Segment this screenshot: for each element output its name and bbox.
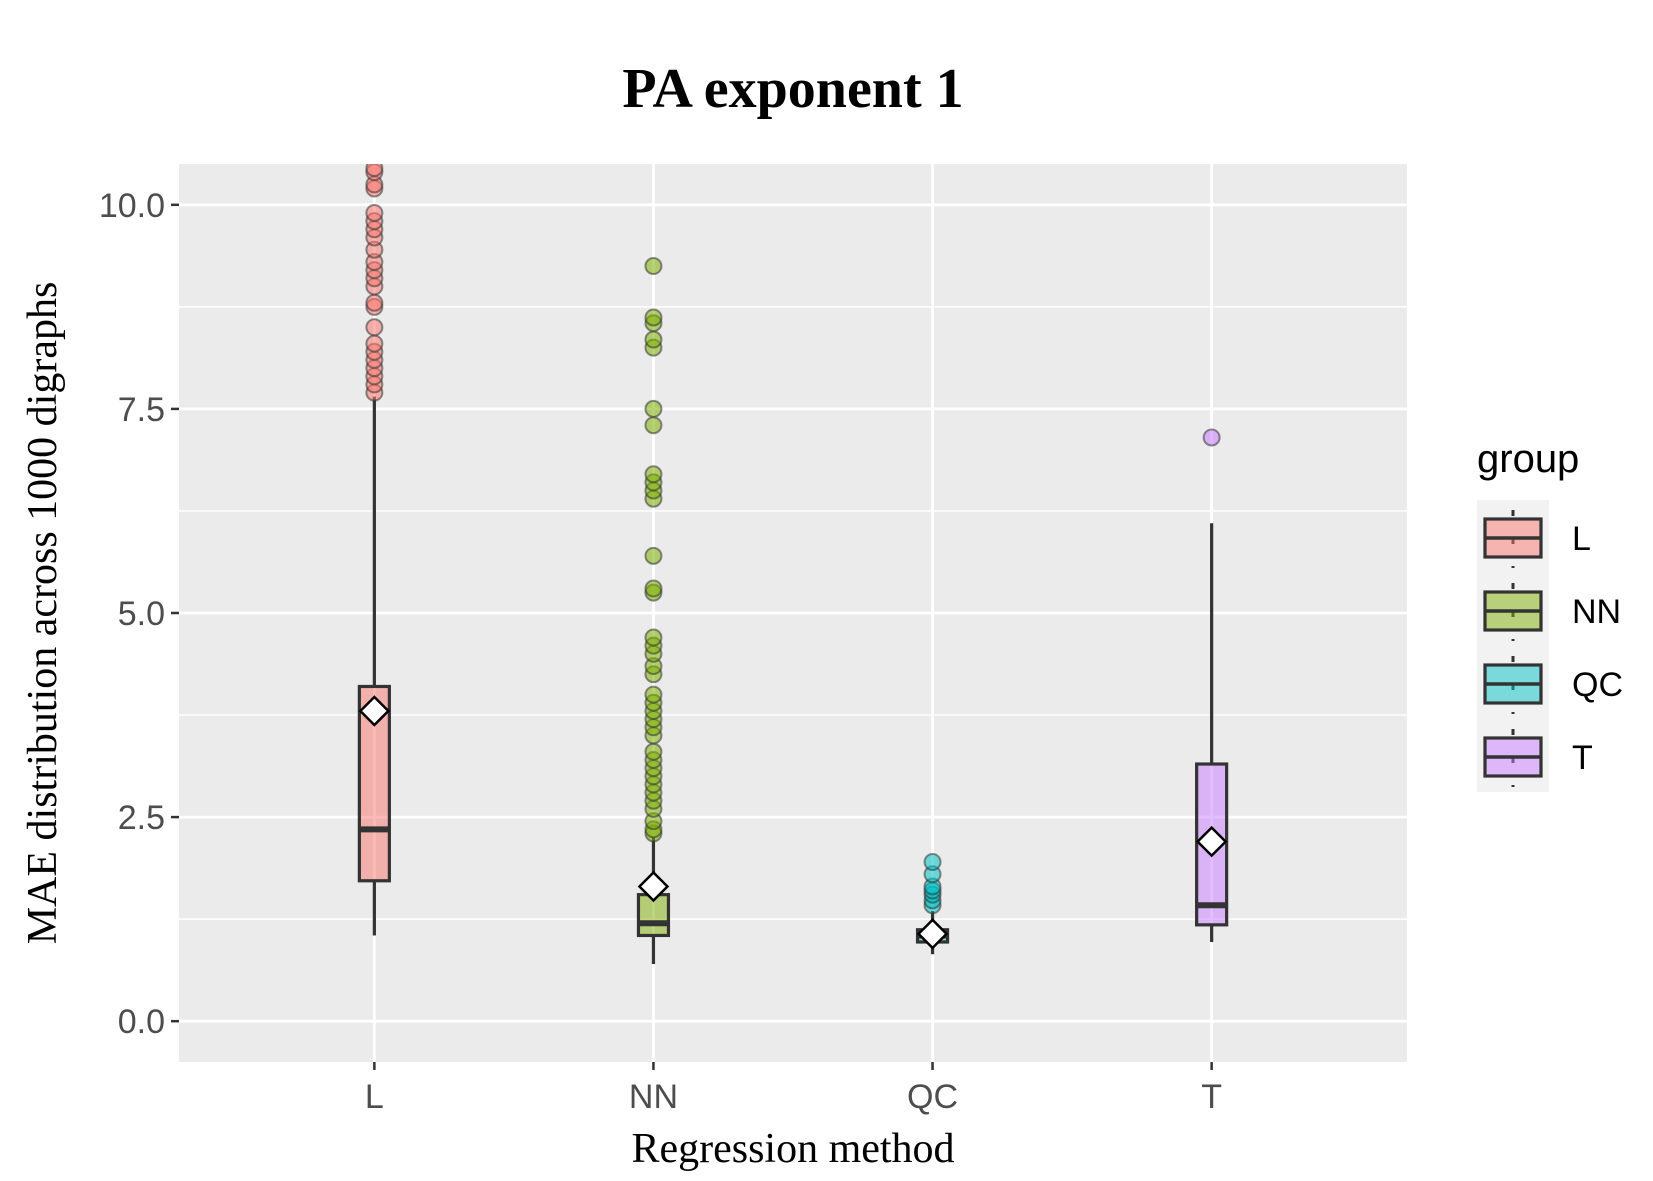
legend-label: NN	[1572, 593, 1621, 631]
y-tick-label: 5.0	[118, 595, 165, 633]
outlier-point	[644, 685, 663, 704]
outlier-point	[644, 416, 663, 435]
mean-marker	[916, 918, 949, 950]
x-axis-title: Regression method	[631, 1126, 954, 1172]
boxplots	[357, 164, 1229, 965]
mean-marker	[637, 870, 670, 903]
x-tick-label: NN	[629, 1078, 678, 1116]
outlier-point	[644, 465, 663, 484]
x-tick-label: T	[1201, 1078, 1222, 1116]
x-axis: L NN QC T	[365, 1062, 1222, 1116]
outlier-point	[644, 628, 663, 647]
y-tick-label: 2.5	[118, 799, 165, 837]
boxplot-t	[1195, 428, 1229, 942]
x-tick-label: L	[365, 1078, 384, 1116]
boxplot-l	[357, 164, 391, 936]
outlier-point	[644, 399, 663, 418]
y-tick-label: 0.0	[118, 1003, 165, 1041]
y-axis-title: MAE distribution across 1000 digraphs	[20, 282, 66, 945]
outlier-point	[923, 852, 942, 871]
legend-label: T	[1572, 739, 1593, 777]
outlier-point	[644, 330, 663, 349]
legend-label: QC	[1572, 666, 1623, 704]
mean-marker	[1195, 825, 1228, 858]
legend-label: L	[1572, 520, 1591, 558]
outlier-point	[365, 334, 384, 353]
chart-title: PA exponent 1	[622, 58, 963, 120]
outlier-point	[365, 164, 384, 178]
outlier-point	[365, 318, 384, 337]
y-tick-label: 7.5	[118, 391, 165, 429]
y-axis: 0.0 2.5 5.0 7.5 10.0	[99, 187, 179, 1041]
legend: group L NN QC T	[1477, 437, 1623, 792]
outlier-point	[644, 742, 663, 761]
boxplot-nn	[636, 257, 671, 965]
outlier-point	[365, 203, 384, 222]
y-tick-label: 10.0	[99, 187, 165, 225]
mean-marker	[358, 695, 391, 727]
boxplot-qc	[915, 852, 950, 955]
x-tick-label: QC	[907, 1078, 958, 1116]
legend-title: group	[1477, 437, 1579, 481]
outlier-point	[644, 308, 663, 327]
outlier-point	[644, 257, 663, 276]
outlier-point	[644, 579, 663, 598]
outlier-point	[1202, 428, 1221, 447]
outlier-point	[365, 293, 384, 312]
outlier-point	[644, 546, 663, 565]
